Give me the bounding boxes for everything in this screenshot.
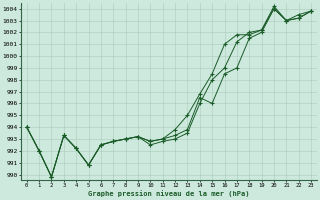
X-axis label: Graphe pression niveau de la mer (hPa): Graphe pression niveau de la mer (hPa)	[88, 190, 250, 197]
